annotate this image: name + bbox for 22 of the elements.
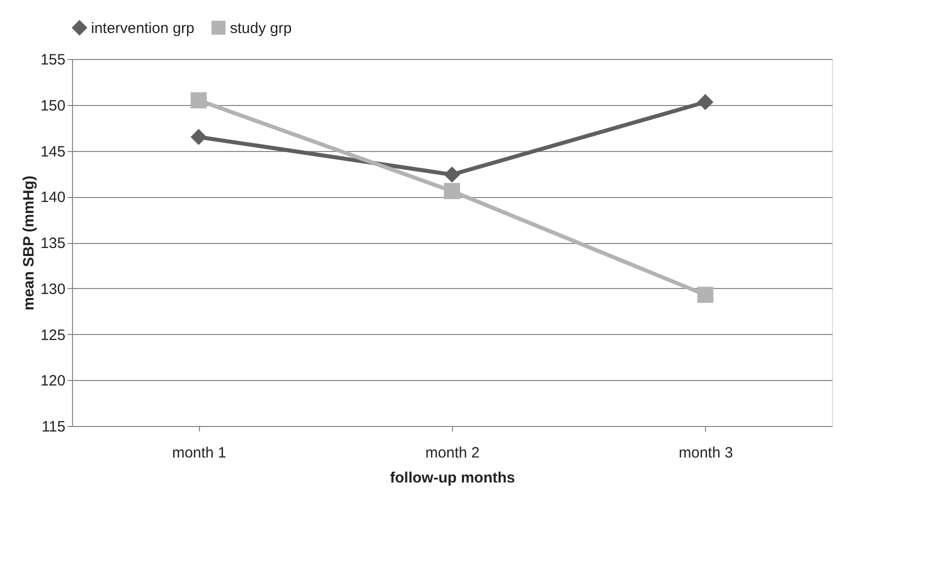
y-tick-label: 155 [40,52,66,68]
y-tick-label: 140 [40,189,66,206]
y-tick-label: 115 [42,418,66,436]
y-tick-label: 125 [40,326,66,344]
y-tick-label: 130 [40,280,66,298]
x-tick-label: month 3 [678,444,733,462]
point [697,286,714,303]
y-tick-label: 135 [40,235,66,252]
x-tick-label: month 2 [425,444,480,462]
point [697,94,714,110]
x-tick-label: month 1 [172,444,226,462]
point [444,183,460,200]
point [190,128,207,146]
y-tick-label: 145 [40,143,66,160]
legend-label: intervention grp [91,20,194,37]
y-tick-label: 120 [40,372,66,390]
x-axis-title: follow-up months [390,470,515,486]
point [444,166,460,183]
legend-label: study grp [230,20,292,37]
point [190,92,207,108]
y-tick-label: 150 [40,97,66,114]
y-axis-title: mean SBP (mmHg) [20,176,38,310]
